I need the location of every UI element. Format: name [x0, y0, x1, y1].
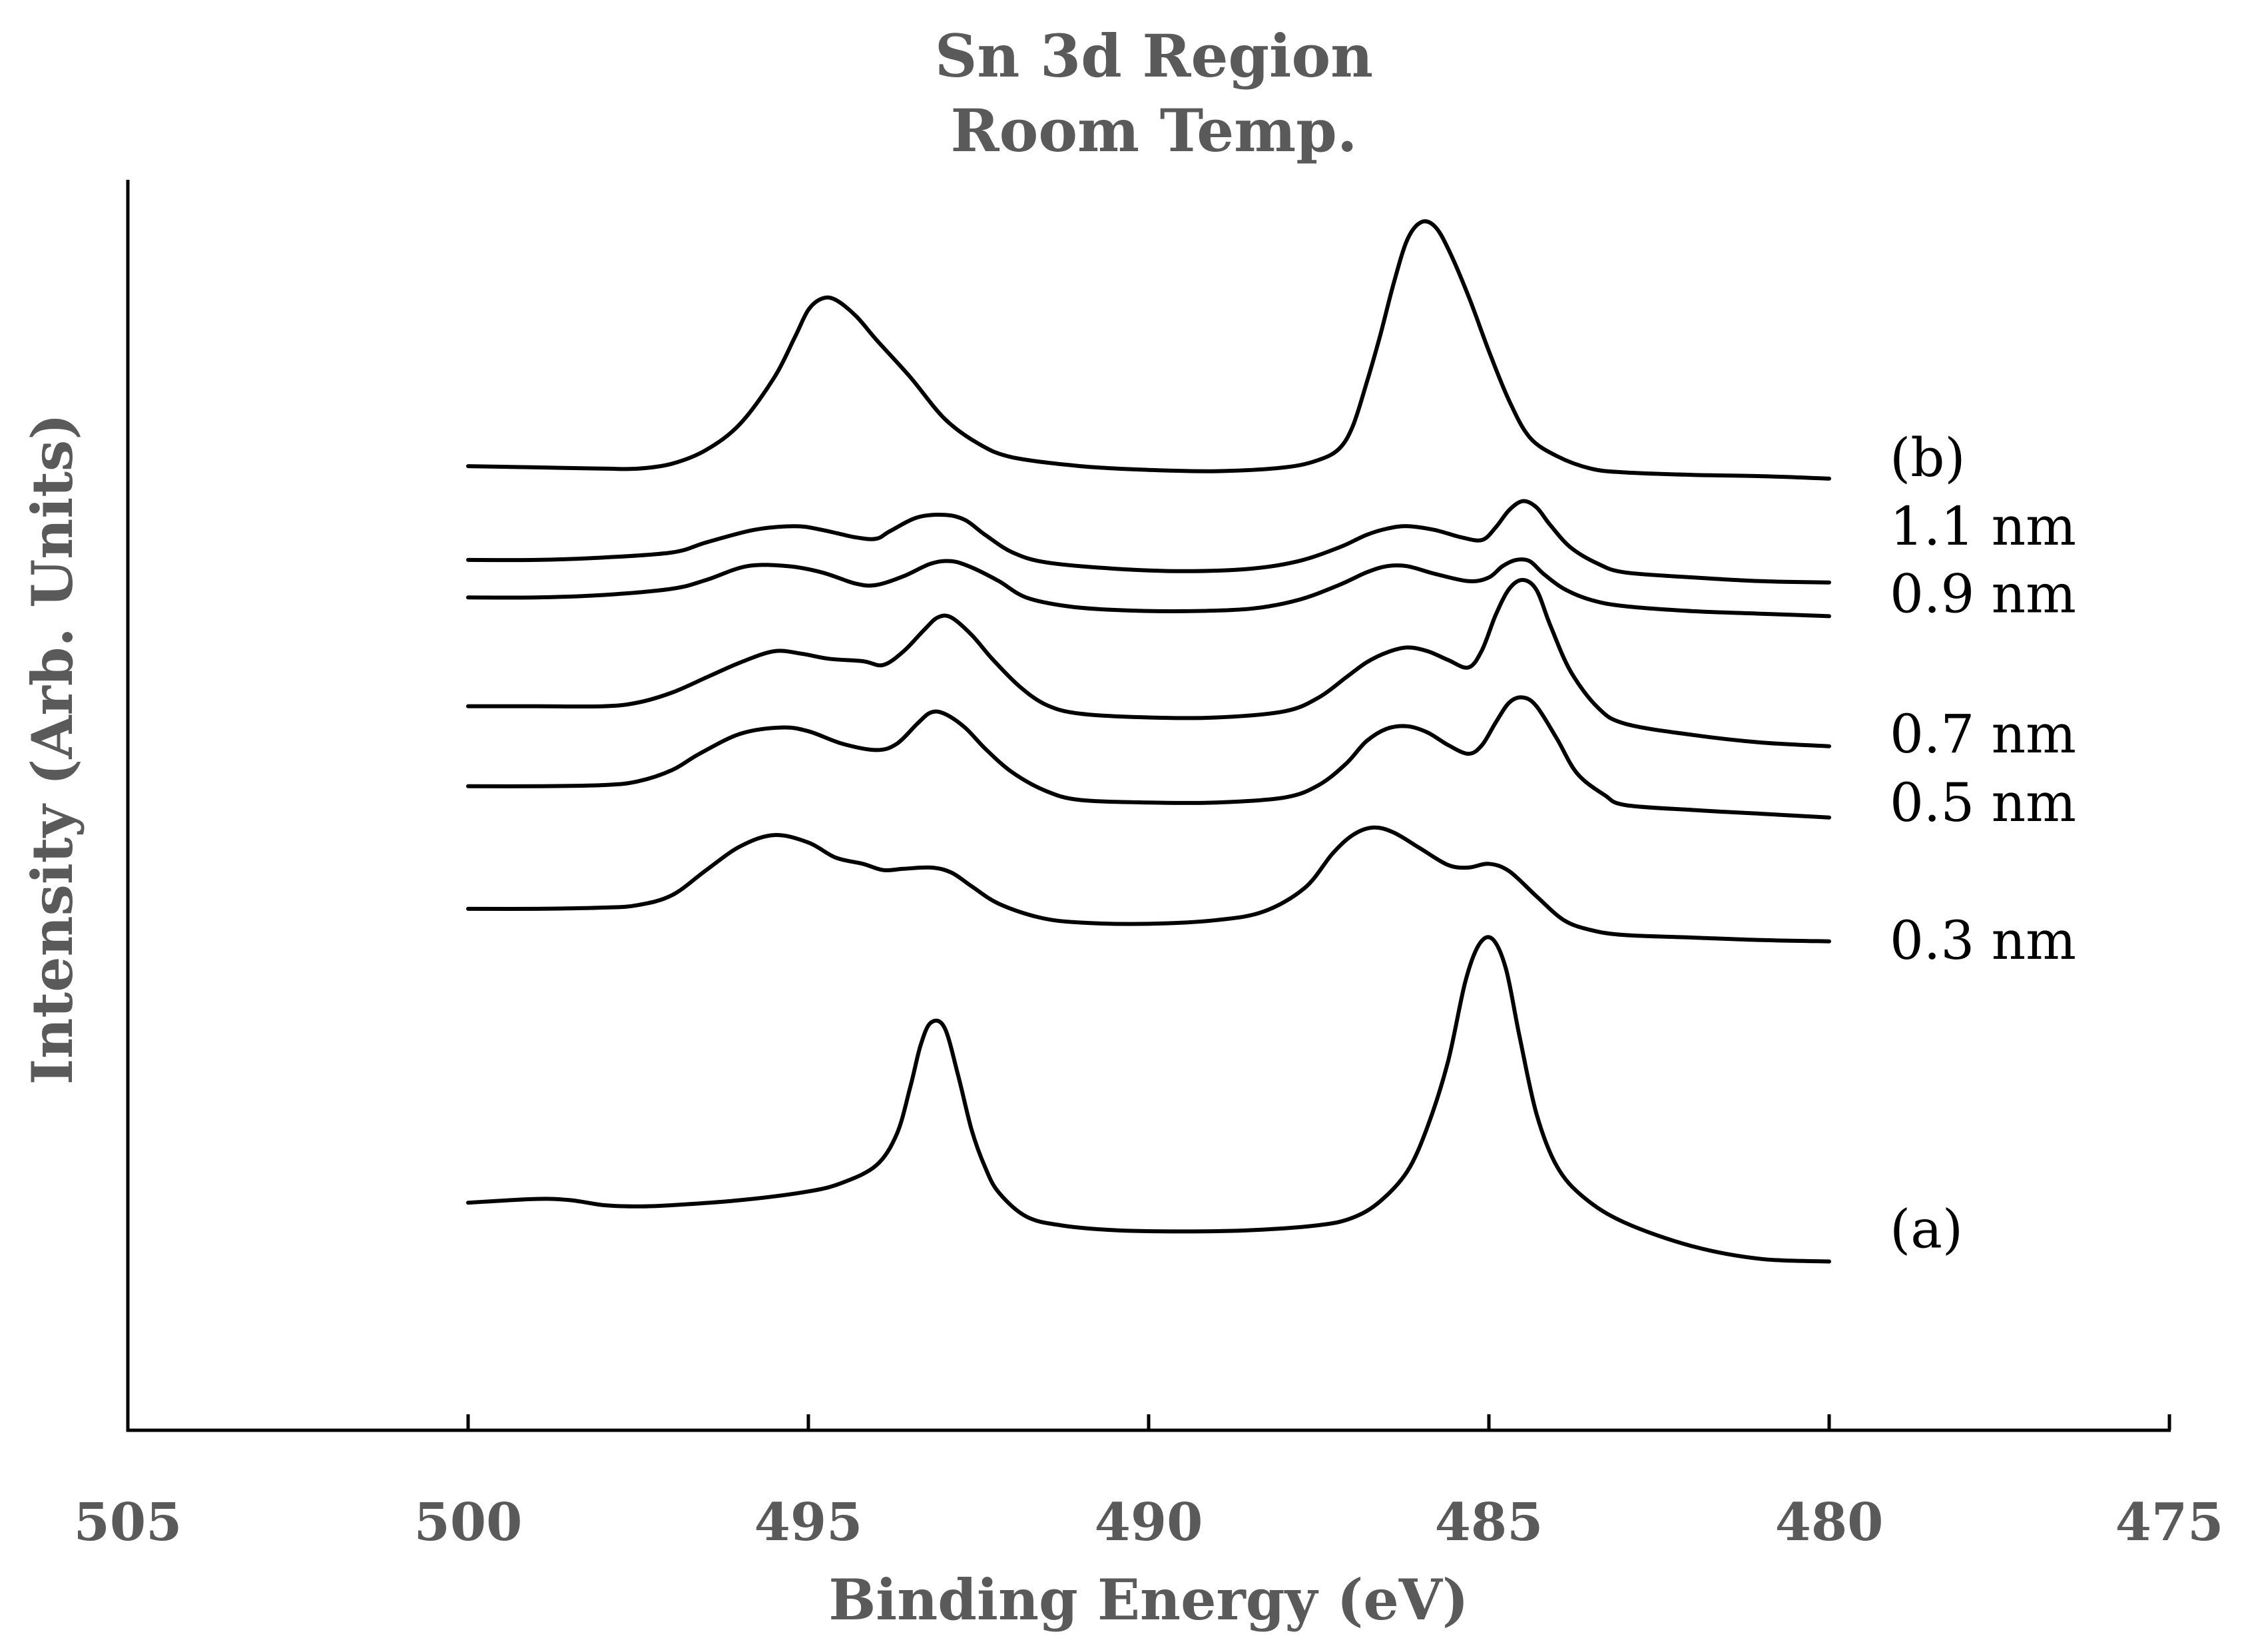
- series-label-b: (b): [1890, 427, 1966, 489]
- y-axis-label: Intensity (Arb. Units): [19, 413, 85, 1085]
- series-label-a: (a): [1890, 1199, 1963, 1260]
- x-tick-label: 485: [1435, 1492, 1543, 1553]
- series-label-1-1-nm: 1.1 nm: [1890, 495, 2076, 557]
- spectrum-line-1-1-nm: [466, 499, 1831, 585]
- spectrum-line-0-3-nm: [466, 825, 1831, 944]
- chart-title-line-2: Room Temp.: [951, 96, 1358, 165]
- spectrum-line-0-7-nm: [466, 578, 1831, 748]
- spectrum-line-a: [466, 935, 1831, 1264]
- x-tick-label: 480: [1775, 1492, 1884, 1553]
- x-ticks: 505 500 495 490 485 480 475: [74, 1414, 2224, 1553]
- series-label-0-7-nm: 0.7 nm: [1890, 703, 2076, 765]
- spectrum-line-b: [466, 219, 1831, 481]
- series-label-0-9-nm: 0.9 nm: [1890, 563, 2076, 625]
- x-tick-label: 500: [414, 1492, 523, 1553]
- x-axis-label: Binding Energy (eV): [828, 1567, 1468, 1633]
- x-tick-label: 490: [1095, 1492, 1203, 1553]
- spectrum-line-0-9-nm: [466, 557, 1831, 619]
- series-label-0-3-nm: 0.3 nm: [1890, 910, 2076, 971]
- series-label-0-5-nm: 0.5 nm: [1890, 772, 2076, 834]
- series-labels: (b)1.1 nm0.9 nm 0.7 nm 0.5 nm 0.3 nm (a): [1890, 427, 2076, 1260]
- x-tick-label: 495: [754, 1492, 863, 1553]
- x-tick-label: 505: [74, 1492, 182, 1553]
- spectra: [466, 219, 1831, 1264]
- chart-title-line-1: Sn 3d Region: [935, 21, 1373, 91]
- spectrum-line-0-5-nm: [466, 695, 1831, 820]
- x-tick-label: 475: [2115, 1492, 2224, 1553]
- axes: [126, 180, 2171, 1432]
